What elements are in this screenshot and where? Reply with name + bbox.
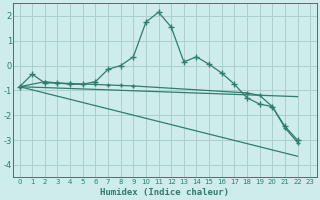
X-axis label: Humidex (Indice chaleur): Humidex (Indice chaleur) (100, 188, 229, 197)
